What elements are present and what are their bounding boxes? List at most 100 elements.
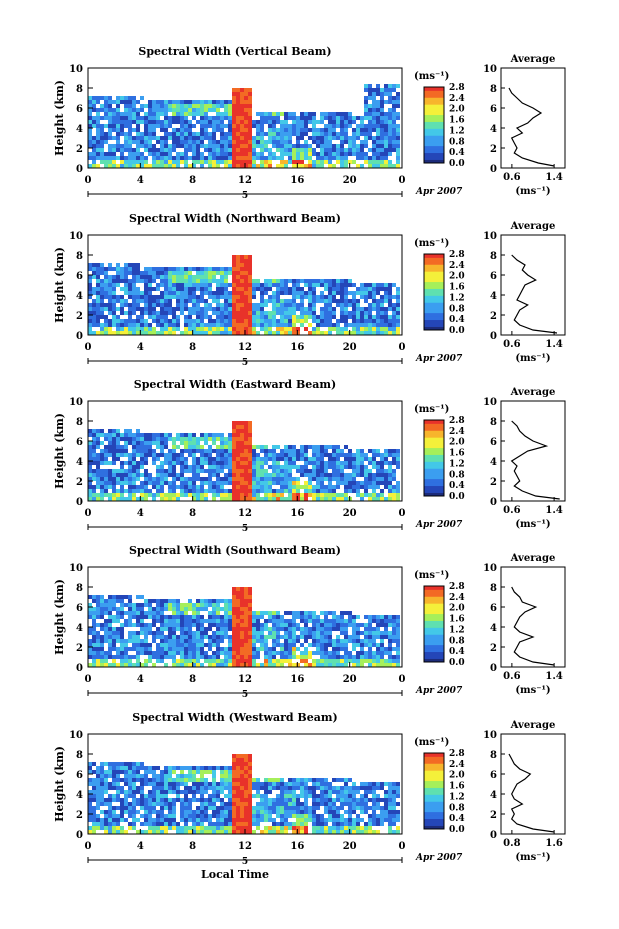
heatmap-cell <box>120 128 124 132</box>
heatmap-cell <box>240 429 244 433</box>
heatmap-cell <box>188 271 192 275</box>
heatmap-cell <box>360 132 364 136</box>
heatmap-cell <box>196 663 200 667</box>
heatmap-cell <box>336 287 340 291</box>
colorbar-segment <box>424 281 444 286</box>
colorbar-segment <box>424 641 444 646</box>
heatmap-cell <box>156 778 160 782</box>
heatmap-cell <box>96 623 100 627</box>
heatmap-cell <box>248 639 252 643</box>
heatmap-cell <box>136 762 140 766</box>
heatmap-cell <box>184 469 188 473</box>
heatmap-cell <box>96 790 100 794</box>
heatmap-cell <box>260 611 264 615</box>
heatmap-cell <box>384 327 388 331</box>
heatmap-cell <box>208 647 212 651</box>
heatmap-cell <box>184 271 188 275</box>
heatmap-cell <box>196 651 200 655</box>
heatmap-cell <box>356 311 360 315</box>
heatmap-cell <box>164 469 168 473</box>
heatmap-cell <box>140 473 144 477</box>
heatmap-cell <box>356 164 360 168</box>
heatmap-cell <box>92 826 96 830</box>
heatmap-cell <box>240 599 244 603</box>
heatmap-cell <box>112 112 116 116</box>
heatmap-cell <box>96 148 100 152</box>
heatmap-cell <box>268 493 272 497</box>
heatmap-cell <box>336 156 340 160</box>
heatmap-cell <box>208 104 212 108</box>
heatmap-cell <box>100 116 104 120</box>
heatmap-cell <box>236 457 240 461</box>
heatmap-cell <box>212 323 216 327</box>
heatmap-cell <box>364 651 368 655</box>
heatmap-cell <box>128 140 132 144</box>
heatmap-cell <box>316 489 320 493</box>
heatmap-cell <box>220 623 224 627</box>
heatmap-cell <box>392 615 396 619</box>
heatmap-cell <box>396 84 400 88</box>
heatmap-cell <box>304 473 308 477</box>
heatmap-cell <box>124 100 128 104</box>
heatmap-cell <box>244 88 248 92</box>
heatmap-cell <box>244 108 248 112</box>
heatmap-cell <box>236 477 240 481</box>
heatmap-cell <box>312 120 316 124</box>
heatmap-cell <box>288 485 292 489</box>
heatmap-cell <box>104 635 108 639</box>
heatmap-cell <box>160 826 164 830</box>
heatmap-cell <box>164 497 168 501</box>
heatmap-cell <box>388 481 392 485</box>
heatmap-cell <box>144 441 148 445</box>
heatmap-cell <box>260 295 264 299</box>
heatmap-cell <box>388 469 392 473</box>
heatmap-cell <box>140 319 144 323</box>
heatmap-cell <box>220 481 224 485</box>
heatmap-cell <box>296 160 300 164</box>
heatmap-cell <box>336 303 340 307</box>
heatmap-cell <box>268 465 272 469</box>
heatmap-cell <box>148 271 152 275</box>
heatmap-cell <box>276 461 280 465</box>
heatmap-cell <box>104 152 108 156</box>
heatmap-cell <box>96 453 100 457</box>
heatmap-cell <box>148 814 152 818</box>
heatmap-cell <box>236 315 240 319</box>
heatmap-cell <box>352 635 356 639</box>
heatmap-cell <box>192 433 196 437</box>
heatmap-cell <box>88 457 92 461</box>
heatmap-cell <box>300 449 304 453</box>
heatmap-cell <box>152 635 156 639</box>
heatmap-cell <box>140 493 144 497</box>
heatmap-cell <box>248 311 252 315</box>
heatmap-cell <box>200 295 204 299</box>
heatmap-cell <box>152 148 156 152</box>
heatmap-cell <box>384 140 388 144</box>
heatmap-cell <box>144 659 148 663</box>
heatmap-cell <box>328 477 332 481</box>
heatmap-cell <box>144 453 148 457</box>
heatmap-cell <box>144 457 148 461</box>
heatmap-cell <box>268 164 272 168</box>
heatmap-cell <box>104 802 108 806</box>
heatmap-cell <box>388 485 392 489</box>
heatmap-cell <box>356 485 360 489</box>
heatmap-cell <box>316 465 320 469</box>
heatmap-cell <box>212 469 216 473</box>
heatmap-cell <box>200 112 204 116</box>
y-tick-label: 8 <box>76 84 83 95</box>
heatmap-cell <box>356 627 360 631</box>
heatmap-cell <box>176 615 180 619</box>
heatmap-cell <box>380 164 384 168</box>
heatmap-cell <box>168 295 172 299</box>
heatmap-cell <box>316 643 320 647</box>
heatmap-cell <box>312 485 316 489</box>
heatmap-cell <box>248 124 252 128</box>
heatmap-cell <box>240 132 244 136</box>
heatmap-cell <box>212 311 216 315</box>
heatmap-cell <box>372 295 376 299</box>
colorbar-segment <box>424 613 444 618</box>
heatmap-cell <box>92 469 96 473</box>
heatmap-cell <box>200 307 204 311</box>
heatmap-cell <box>372 315 376 319</box>
